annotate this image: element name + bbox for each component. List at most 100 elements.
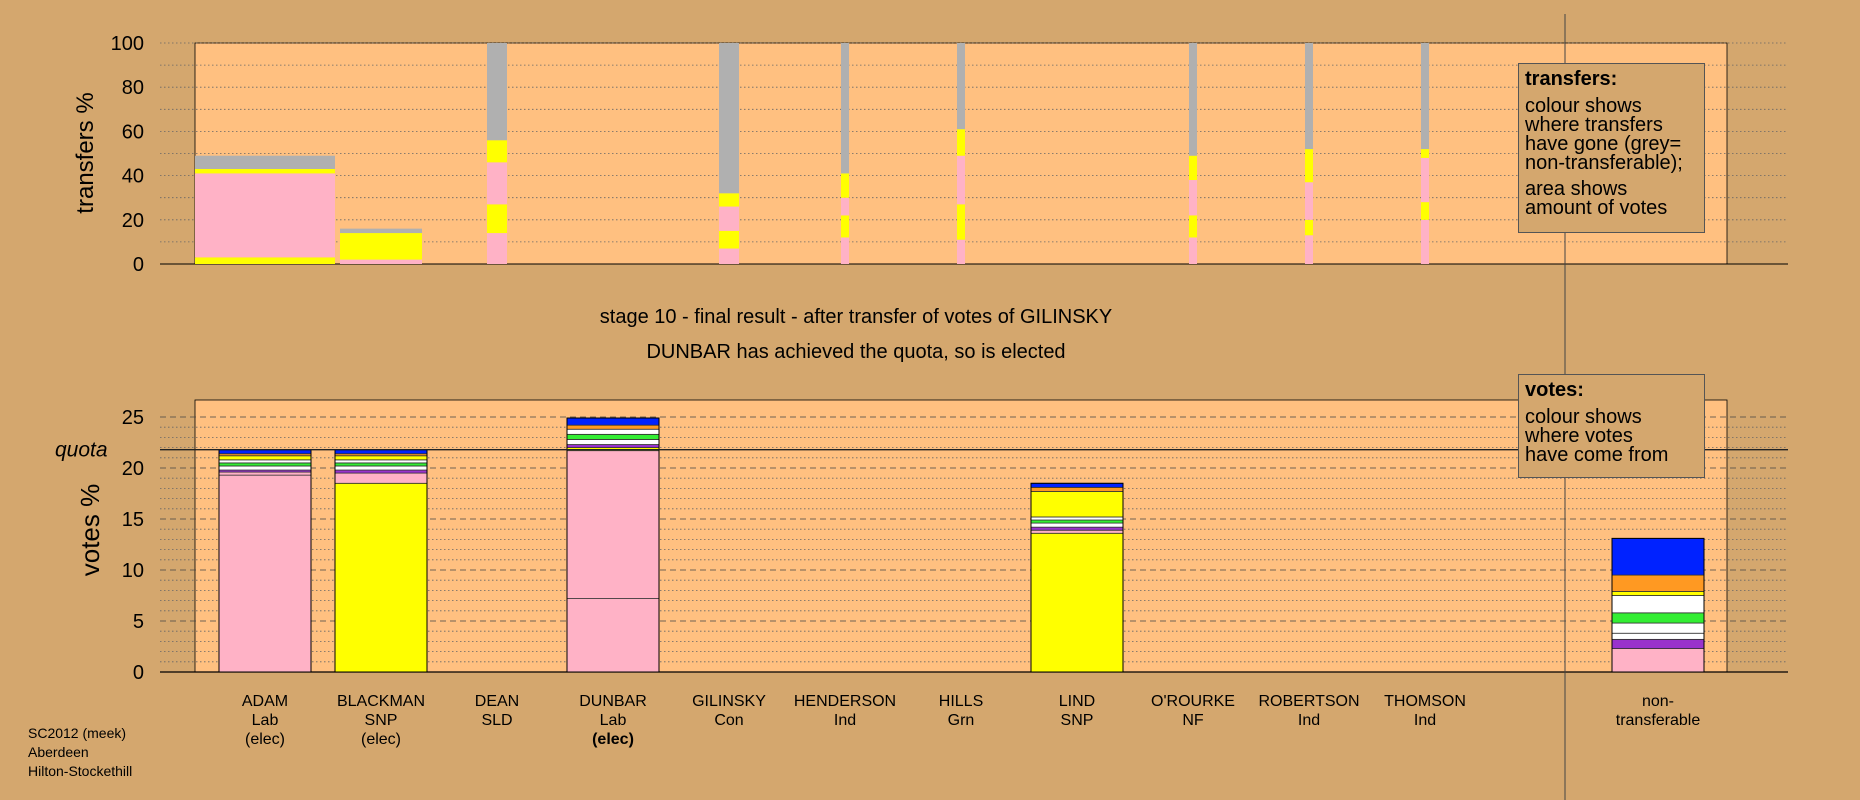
vote-bar-segment [566,439,660,445]
votes-y-tick-label: 25 [122,407,144,429]
transfer-bar-segment [1189,237,1197,264]
transfers-legend-heading: transfers: [1525,68,1618,90]
transfer-bar-segment [195,257,335,264]
quota-label: quota [55,439,108,462]
vote-bar-segment [1611,612,1705,624]
votes-y-tick-label: 5 [133,611,144,633]
candidate-status-label: (elec) [592,731,634,748]
vote-bar-segment [566,424,660,430]
transfer-bar-segment [841,237,849,264]
vote-bar-segment [334,482,428,673]
vote-bar-segment [1611,537,1705,576]
vote-bar-segment [566,433,660,440]
votes-legend-line: colour shows [1525,406,1642,428]
transfers-legend-line: have gone (grey= [1525,133,1682,155]
candidate-name-label: O'ROURKE [1151,693,1235,710]
transfer-bar-segment [1421,149,1429,158]
footer-line: SC2012 (meek) [28,725,127,741]
votes-y-tick-label: 20 [122,458,144,480]
candidate-name-label: LIND [1059,693,1095,710]
vote-bar-segment [1030,486,1124,492]
transfers-legend: transfers: colour shows where transfers … [1518,63,1705,233]
transfer-bar-segment [195,168,335,174]
transfer-bar-segment [1189,180,1197,216]
transfers-legend-line: where transfers [1525,114,1663,136]
candidate-name-label: HENDERSON [794,693,896,710]
transfer-bar-segment [957,43,965,130]
candidate-name-label: DUNBAR [579,693,647,710]
transfer-bar-segment [1305,219,1313,236]
transfer-bar-segment [487,204,507,234]
transfer-bar-segment [719,193,739,207]
candidate-name-label: BLACKMAN [337,693,425,710]
vote-bar-segment [566,428,660,435]
candidate-party-label: Lab [252,712,279,729]
vote-bar-segment [334,465,428,471]
votes-y-tick-label: 15 [122,509,144,531]
candidate-name-label: DEAN [475,693,519,710]
vote-bar-segment [566,450,660,599]
vote-bar-segment [1030,516,1124,521]
transfers-legend-line: amount of votes [1525,197,1668,219]
transfer-bar-segment [719,206,739,231]
vote-bar-segment [218,459,312,464]
transfer-bar-segment [195,173,335,258]
transfer-bar-segment [719,43,739,194]
vote-bar-segment [334,455,428,461]
vote-bar-segment [218,471,312,476]
transfer-bar-segment [1421,202,1429,220]
candidate-status-label: (elec) [361,731,401,748]
candidate-name-label: non- [1642,693,1674,710]
votes-y-axis-label: votes % [75,484,105,577]
transfers-legend-line: area shows [1525,178,1628,200]
transfer-bar-segment [1421,43,1429,150]
vote-bar-segment [566,598,660,673]
vote-bar-segment [334,472,428,484]
transfer-bar-segment [1305,149,1313,183]
transfer-bar-segment [1305,182,1313,220]
candidate-party-label: NF [1182,712,1204,729]
transfer-bar-segment [487,233,507,264]
vote-bar-segment [1611,622,1705,634]
vote-bar-segment [1611,648,1705,673]
transfer-bar-segment [195,155,335,169]
vote-bar-segment [1611,632,1705,640]
transfers-y-tick-label: 60 [122,121,144,143]
candidate-party-label: Lab [600,712,627,729]
votes-legend-line: have come from [1525,444,1669,466]
transfer-bar-segment [340,233,422,260]
transfer-bar-segment [1421,157,1429,203]
votes-legend-heading: votes: [1525,379,1584,401]
vote-bar-segment [1030,491,1124,518]
votes-y-tick-label: 0 [133,662,144,684]
transfer-bar-segment [1421,219,1429,264]
vote-bar-segment [218,474,312,673]
votes-plot-area [194,399,1728,673]
transfers-y-tick-label: 40 [122,166,144,188]
vote-bar-segment [1030,526,1124,531]
stage-status-text: stage 10 - final result - after transfer… [599,306,1113,328]
transfer-bar-segment [487,140,507,163]
transfers-legend-line: non-transferable); [1525,152,1683,174]
transfer-bar-segment [1305,235,1313,264]
candidate-party-label: Grn [948,712,975,729]
vote-bar-outline [1611,537,1705,673]
transfer-bar-segment [841,215,849,238]
vote-bar-outline [1030,482,1124,673]
votes-y-tick-label: 10 [122,560,144,582]
vote-bar-segment [218,465,312,471]
transfer-bar-segment [340,259,422,264]
transfer-bar-segment [1189,215,1197,238]
transfers-y-axis-label: transfers % [72,92,99,213]
vote-bar-segment [1030,532,1124,673]
candidate-party-label: SLD [481,712,512,729]
transfers-y-tick-label: 80 [122,77,144,99]
transfers-y-tick-label: 100 [111,33,144,55]
vote-bar-segment [1611,591,1705,596]
transfer-bar-segment [1189,43,1197,156]
transfer-bar-segment [340,228,422,234]
candidate-party-label: Ind [1414,712,1436,729]
vote-bar-segment [334,469,428,474]
transfer-bar-segment [841,43,849,174]
